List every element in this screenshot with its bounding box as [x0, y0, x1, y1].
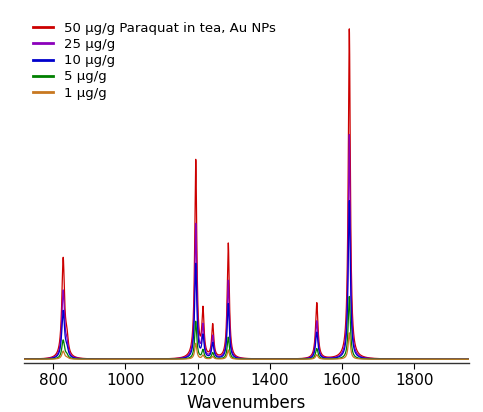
- 50 μg/g Paraquat in tea, Au NPs: [376, 356, 382, 361]
- 10 μg/g: [37, 356, 43, 361]
- 5 μg/g: [346, 294, 352, 299]
- 5 μg/g: [284, 357, 289, 362]
- 5 μg/g: [14, 357, 20, 362]
- Line: 50 μg/g Paraquat in tea, Au NPs: 50 μg/g Paraquat in tea, Au NPs: [17, 29, 472, 359]
- 25 μg/g: [284, 356, 289, 361]
- 1 μg/g: [352, 355, 357, 360]
- 25 μg/g: [37, 356, 43, 361]
- Legend: 50 μg/g Paraquat in tea, Au NPs, 25 μg/g, 10 μg/g, 5 μg/g, 1 μg/g: 50 μg/g Paraquat in tea, Au NPs, 25 μg/g…: [31, 19, 278, 103]
- 5 μg/g: [179, 356, 185, 361]
- 50 μg/g Paraquat in tea, Au NPs: [284, 356, 289, 361]
- 25 μg/g: [346, 132, 352, 137]
- 50 μg/g Paraquat in tea, Au NPs: [469, 357, 475, 362]
- 10 μg/g: [469, 357, 475, 362]
- 10 μg/g: [346, 198, 352, 203]
- 25 μg/g: [303, 356, 309, 361]
- 1 μg/g: [14, 357, 20, 362]
- 5 μg/g: [37, 357, 43, 362]
- 5 μg/g: [352, 353, 357, 358]
- 1 μg/g: [376, 357, 382, 362]
- 50 μg/g Paraquat in tea, Au NPs: [179, 355, 185, 360]
- 1 μg/g: [303, 357, 309, 362]
- 5 μg/g: [303, 356, 309, 361]
- 25 μg/g: [352, 344, 357, 349]
- X-axis label: Wavenumbers: Wavenumbers: [186, 393, 306, 412]
- 50 μg/g Paraquat in tea, Au NPs: [346, 26, 352, 31]
- 10 μg/g: [376, 356, 382, 361]
- 1 μg/g: [179, 357, 185, 362]
- 10 μg/g: [303, 356, 309, 361]
- 50 μg/g Paraquat in tea, Au NPs: [37, 356, 43, 361]
- Line: 10 μg/g: 10 μg/g: [17, 201, 472, 359]
- 1 μg/g: [37, 357, 43, 362]
- 25 μg/g: [179, 356, 185, 360]
- 50 μg/g Paraquat in tea, Au NPs: [352, 338, 357, 343]
- 10 μg/g: [352, 348, 357, 353]
- 1 μg/g: [284, 357, 289, 362]
- 25 μg/g: [376, 356, 382, 361]
- 50 μg/g Paraquat in tea, Au NPs: [14, 357, 20, 362]
- 50 μg/g Paraquat in tea, Au NPs: [303, 356, 309, 360]
- 10 μg/g: [179, 356, 185, 361]
- 5 μg/g: [469, 357, 475, 362]
- 10 μg/g: [14, 357, 20, 362]
- 25 μg/g: [469, 357, 475, 362]
- 25 μg/g: [14, 357, 20, 362]
- 5 μg/g: [376, 357, 382, 362]
- Line: 1 μg/g: 1 μg/g: [17, 333, 472, 359]
- Line: 25 μg/g: 25 μg/g: [17, 135, 472, 359]
- 1 μg/g: [346, 330, 352, 335]
- 10 μg/g: [284, 357, 289, 362]
- 1 μg/g: [469, 357, 475, 362]
- Line: 5 μg/g: 5 μg/g: [17, 297, 472, 359]
